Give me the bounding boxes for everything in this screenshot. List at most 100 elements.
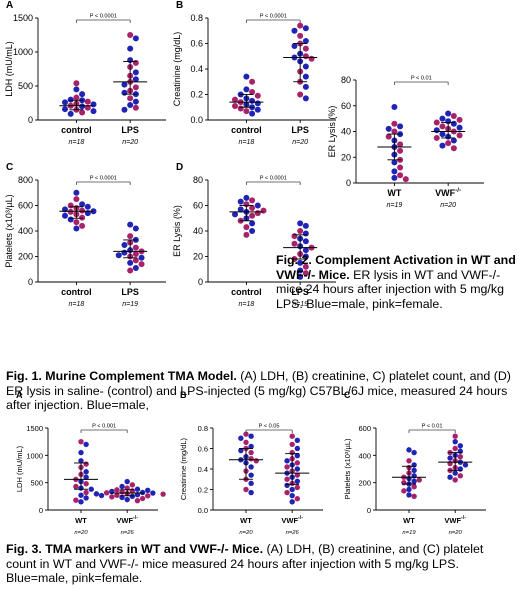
- x-tick-label: VWF-/-: [444, 515, 466, 525]
- chart-1b: B 0.0 0.2 0.4 0.6 0.8 Creatinine (mg/dL) contro…: [172, 0, 336, 146]
- data-point: [249, 205, 256, 212]
- panel-letter: A: [6, 0, 13, 11]
- y-tick-label: 80: [341, 75, 351, 85]
- y-tick-label: 0.4: [190, 64, 203, 74]
- data-point: [129, 493, 136, 500]
- data-point: [73, 86, 80, 93]
- data-point: [243, 439, 249, 446]
- data-point: [232, 96, 238, 103]
- data-point: [289, 492, 295, 499]
- data-point: [248, 472, 254, 478]
- figure-3-caption-title: Fig. 3. TMA markers in WT and VWF-/- Mic…: [6, 542, 264, 556]
- data-point: [134, 498, 141, 504]
- data-point: [391, 168, 398, 175]
- x-tick-label: VWF-/-: [116, 515, 138, 525]
- data-point: [289, 499, 295, 505]
- data-point: [132, 257, 139, 264]
- y-axis-label: LDH (mU/mL): [4, 41, 14, 97]
- y-tick-label: 60: [341, 101, 351, 111]
- data-point: [462, 462, 469, 468]
- data-point: [406, 492, 412, 498]
- data-point: [433, 127, 440, 134]
- panel-letter: D: [176, 162, 183, 173]
- data-point: [302, 270, 309, 277]
- data-point: [284, 458, 290, 464]
- data-point: [132, 69, 139, 76]
- data-point: [248, 480, 254, 487]
- data-point: [121, 242, 128, 249]
- x-tick-label: LPS: [121, 287, 139, 297]
- data-point: [78, 449, 84, 456]
- n-label: n=20: [122, 139, 138, 146]
- data-point: [73, 497, 79, 503]
- data-point: [249, 78, 256, 85]
- n-label: n=19: [402, 530, 416, 536]
- y-tick-label: 0.6: [190, 39, 203, 49]
- data-point: [294, 445, 301, 452]
- n-label: n=19: [122, 301, 138, 308]
- x-tick-label: control: [231, 287, 262, 297]
- y-tick-label: 60: [193, 201, 203, 211]
- data-point: [406, 486, 412, 493]
- n-label: n=18: [68, 139, 84, 146]
- chart-3c: C 0 200 400 600 Platelets (x10³/µL) WT n=19 VWF-…: [343, 390, 486, 536]
- chart-1d: D 0 20 40 60 80 ER Lysis (%) control n=18 LPS n=19…: [172, 162, 336, 308]
- data-point: [119, 483, 125, 490]
- data-point: [411, 493, 417, 500]
- data-point: [232, 102, 238, 109]
- data-point: [79, 207, 86, 214]
- figure-2-caption-title: Fig. 2. Complement Activation in WT and …: [276, 253, 516, 282]
- data-point: [456, 116, 463, 123]
- data-point: [297, 228, 304, 234]
- y-tick-label: 0: [346, 178, 351, 188]
- y-axis-label: Platelets (x10³/µL): [343, 438, 352, 500]
- y-tick-label: 1500: [26, 424, 43, 433]
- data-point: [254, 100, 261, 107]
- p-value-label: P < 0.0001: [260, 14, 287, 20]
- data-point: [127, 259, 134, 266]
- y-tick-label: 500: [30, 479, 43, 488]
- chart-1a: A 0 500 1000 1500 LDH (mU/mL) control n=18 LPS n=…: [4, 0, 166, 146]
- data-point: [260, 207, 267, 214]
- data-point: [132, 35, 139, 42]
- data-point: [249, 97, 256, 104]
- data-point: [243, 486, 249, 493]
- data-point: [249, 220, 256, 227]
- figure-3-caption-text: (A) LDH, (B) creatinine, and (C) platele…: [6, 542, 484, 586]
- data-point: [160, 491, 166, 497]
- data-point: [294, 496, 301, 502]
- data-point: [114, 487, 120, 493]
- data-point: [439, 115, 446, 122]
- x-tick-label: control: [231, 125, 262, 135]
- y-axis-label: LDH (mU/mL): [15, 445, 24, 492]
- data-point: [302, 253, 309, 260]
- data-point: [79, 201, 86, 208]
- data-point: [139, 495, 146, 502]
- data-point: [402, 176, 409, 183]
- p-value-label: P < 0.0001: [260, 176, 287, 182]
- data-point: [294, 452, 301, 459]
- figure-2-caption: Fig. 2. Complement Activation in WT and …: [276, 253, 516, 311]
- data-point: [302, 45, 309, 52]
- data-point: [88, 486, 94, 492]
- panel-letter: C: [344, 390, 351, 400]
- y-tick-label: 40: [193, 226, 203, 236]
- n-label: n=20: [292, 139, 308, 146]
- data-point: [291, 27, 298, 34]
- x-tick-label: LPS: [121, 125, 139, 135]
- chart-2: 0 20 40 60 80 ER Lysis (%) WT n=19 VWF-/- n=20 P <…: [327, 75, 484, 209]
- figure-1-caption: Fig. 1. Murine Complement TMA Model. (A)…: [6, 369, 514, 413]
- data-point: [90, 208, 97, 215]
- data-point: [73, 225, 80, 232]
- data-point: [284, 482, 290, 489]
- data-point: [308, 55, 315, 62]
- data-point: [90, 101, 97, 108]
- y-tick-label: 1000: [13, 47, 33, 57]
- p-value-label: P < 0.0001: [90, 14, 117, 20]
- data-point: [127, 221, 134, 228]
- figure-1-caption-text: (A) LDH, (B) creatinine, C) platelet cou…: [6, 369, 511, 413]
- x-tick-label: LPS: [291, 287, 309, 297]
- y-tick-label: 800: [18, 175, 33, 185]
- data-point: [134, 486, 141, 492]
- data-point: [90, 108, 97, 115]
